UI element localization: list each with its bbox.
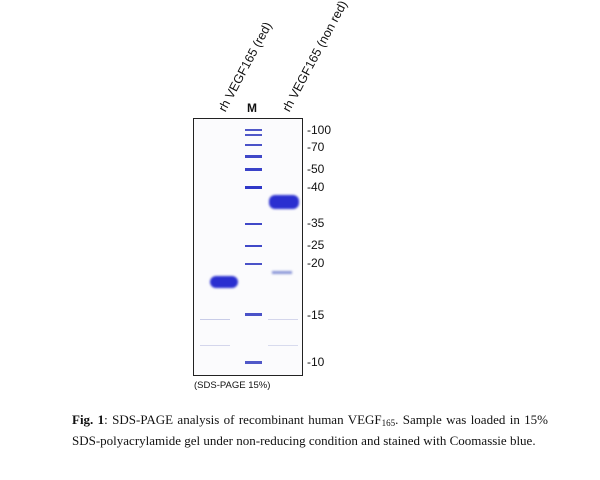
mw-label-50: -50 [307, 162, 325, 176]
caption-label: Fig. 1 [72, 412, 105, 427]
gel-note: (SDS-PAGE 15%) [194, 380, 271, 391]
mw-label-10: -10 [307, 355, 325, 369]
mw-label-25: -25 [307, 238, 325, 252]
mw-label-20: -20 [307, 256, 325, 270]
marker-band [245, 155, 262, 158]
caption-subscript: 165 [381, 418, 396, 428]
marker-band [245, 129, 262, 131]
marker-band [245, 313, 262, 316]
gel-streak [268, 319, 298, 320]
marker-band [245, 263, 262, 265]
gel-streak [200, 345, 230, 346]
mw-label-15: -15 [307, 308, 325, 322]
marker-band [245, 168, 262, 171]
mw-label-35: -35 [307, 216, 325, 230]
lane-label-reduced: rh VEGF165 (red) [215, 19, 275, 114]
figure-caption: Fig. 1: SDS-PAGE analysis of recombinant… [72, 411, 548, 449]
lane-label-nonreduced: rh VEGF165 (non red) [279, 0, 351, 115]
gel-image [193, 118, 303, 376]
mw-label-40: -40 [307, 180, 325, 194]
marker-band [245, 134, 262, 136]
gel-streak [200, 319, 230, 320]
marker-band [245, 144, 262, 146]
mw-label-100: -100 [307, 123, 332, 137]
caption-text: : SDS-PAGE analysis of recombinant human… [104, 412, 382, 427]
marker-band [245, 361, 262, 364]
marker-band [245, 223, 262, 225]
sample-band-reduced [210, 276, 238, 288]
mw-label-70: -70 [307, 140, 325, 154]
marker-band [245, 245, 262, 247]
sample-band-nonreduced [269, 195, 299, 209]
marker-band [245, 186, 262, 189]
caption-text-rest: . Sample was loaded in 15% SDS-polyacryl… [72, 412, 549, 448]
faint-band [272, 271, 292, 274]
gel-streak [268, 345, 298, 346]
lane-label-marker: M [247, 101, 257, 115]
